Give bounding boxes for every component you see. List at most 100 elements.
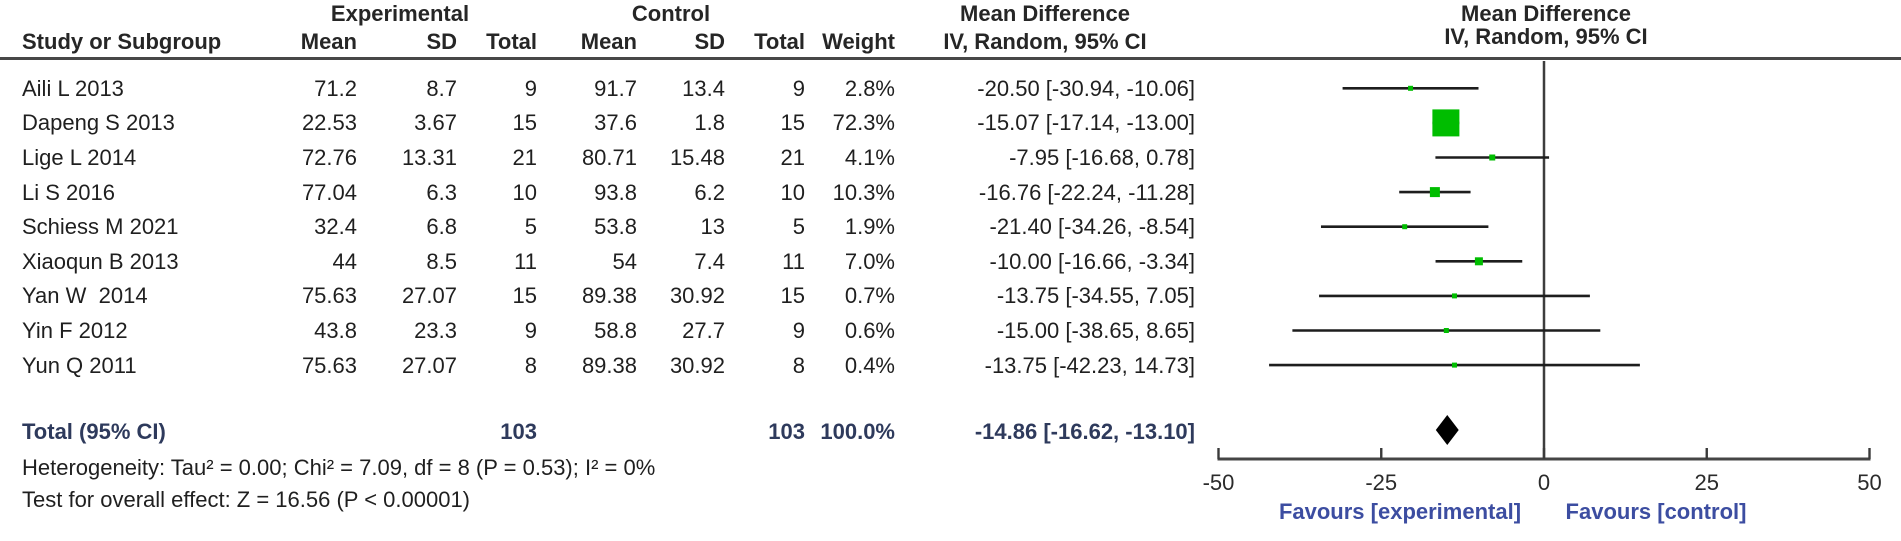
ctrl-mean [537,414,637,449]
ctrl-total: 8 [792,352,805,378]
ctrl-total: 9 [792,318,805,343]
weight-column-header: Weight [822,29,895,54]
ctrl-mean: 54 [612,248,637,274]
exp-mean: 43.8 [314,318,357,343]
study-name: Xiaoqun B 2013 [22,248,179,274]
md-ci: -15.00 [-38.65, 8.65] [996,318,1195,343]
weight: 7.0% [844,248,895,274]
weight: 10.3% [832,179,895,205]
exp-sd-column-header: SD [426,29,457,54]
effect-marker [1402,224,1408,230]
ctrl-total: 9 [792,75,805,101]
md-ci: -20.50 [-30.94, -10.06] [977,75,1195,101]
exp-total: 103 [500,418,537,444]
study-name: Li S 2016 [22,179,115,205]
tick-label: -25 [1365,470,1397,495]
ctrl-mean: 89.38 [581,352,637,378]
ctrl-mean: 53.8 [594,214,637,240]
ctrl-total: 15 [780,283,805,309]
md-ci: -21.40 [-34.26, -8.54] [989,214,1195,240]
effect-marker [1432,109,1460,137]
exp-mean [262,414,357,449]
tick-label: 25 [1695,470,1719,495]
exp-total: 11 [514,248,537,274]
heterogeneity-text: Heterogeneity: Tau² = 0.00; Chi² = 7.09,… [22,455,656,480]
study-row: Lige L 2014 72.76 13.31 21 80.71 15.48 21 4.1% -… [22,140,1195,175]
favours-control-label: Favours [control] [1566,499,1747,524]
exp-sd [357,414,457,449]
ctrl-total: 5 [792,214,805,240]
exp-total: 9 [524,75,537,101]
study-row: Yin F 2012 43.8 23.3 9 58.8 27.7 9 0.6% -15.00 [… [22,313,1195,348]
control-group-header: Control [631,1,711,26]
ctrl-total: 11 [782,248,805,274]
study-name: Lige L 2014 [22,145,137,170]
ctrl-sd: 1.8 [694,110,725,136]
md-ci: -16.76 [-22.24, -11.28] [978,179,1195,205]
study-row: Li S 2016 77.04 6.3 10 93.8 6.2 10 10.3% -16.76 … [22,175,1195,210]
exp-total: 10 [512,179,537,205]
plot-effect-measure-header: Mean Difference [1461,1,1631,26]
study-row: Yun Q 2011 75.63 27.07 8 89.38 30.92 8 0.4% -13.… [22,348,1195,383]
effect-marker [1443,328,1449,333]
weight: 4.1% [844,145,895,170]
weight: 1.9% [844,214,895,240]
tick-label: -50 [1203,470,1235,495]
ctrl-sd: 30.92 [669,352,725,378]
exp-mean: 77.04 [301,179,357,205]
exp-mean: 44 [332,248,357,274]
plot-method-header: IV, Random, 95% CI [1444,24,1648,49]
study-column-header: Study or Subgroup [22,29,222,54]
study-row: Yan W 2014 75.63 27.07 15 89.38 30.92 15 0.7% -1… [22,278,1195,313]
method-column-header: IV, Random, 95% CI [943,29,1147,54]
weight: 0.6% [844,318,895,343]
study-row: Dapeng S 2013 22.53 3.67 15 37.6 1.8 15 72.3% -1… [22,105,1195,140]
ctrl-sd-column-header: SD [694,29,725,54]
exp-total: 21 [512,145,537,170]
exp-sd: 6.8 [426,214,457,240]
exp-total: 5 [524,214,537,240]
ctrl-mean: 37.6 [594,110,637,136]
study-row: Schiess M 2021 32.4 6.8 5 53.8 13 5 1.9% -21.40 … [22,209,1195,244]
weight: 0.7% [844,283,895,309]
weight: 2.8% [844,75,895,101]
tick-label: 0 [1538,470,1550,495]
ctrl-sd: 30.92 [669,283,725,309]
ctrl-mean: 80.71 [581,145,637,170]
exp-sd: 6.3 [426,179,457,205]
ctrl-total: 15 [780,110,805,136]
ctrl-mean: 91.7 [594,75,637,101]
exp-total-column-header: Total [486,29,537,54]
md-ci: -13.75 [-34.55, 7.05] [996,283,1195,309]
study-row: Aili L 2013 71.2 8.7 9 91.7 13.4 9 2.8% -20.50 [… [22,71,1195,106]
ctrl-total-column-header: Total [754,29,805,54]
study-name: Yun Q 2011 [22,352,137,378]
ctrl-total: 21 [780,145,805,170]
exp-sd: 13.31 [401,145,457,170]
ctrl-mean-column-header: Mean [580,29,637,54]
effect-measure-header: Mean Difference [960,1,1130,26]
study-name: Yan W 2014 [22,283,148,309]
study-name: Aili L 2013 [22,75,124,101]
header-divider-line [0,57,1901,60]
md-ci: -13.75 [-42.23, 14.73] [984,352,1195,378]
exp-mean: 32.4 [314,214,357,240]
study-name: Dapeng S 2013 [22,110,175,136]
column-header-row: Study or Subgroup Mean SD Total Mean SD … [22,24,1195,59]
exp-total: 15 [512,110,537,136]
exp-sd: 8.7 [426,75,457,101]
exp-total: 9 [524,318,537,343]
exp-mean: 72.76 [301,145,357,170]
pooled-diamond [1435,415,1459,445]
effect-marker [1451,362,1457,368]
exp-mean: 75.63 [301,283,357,309]
ctrl-sd: 13.4 [682,75,725,101]
ctrl-mean: 89.38 [581,283,637,309]
exp-sd: 23.3 [414,318,457,343]
exp-sd: 3.67 [414,110,457,136]
tick-label: 50 [1857,470,1881,495]
experimental-group-header: Experimental [330,1,470,26]
ctrl-total: 103 [768,418,805,444]
weight: 0.4% [844,352,895,378]
